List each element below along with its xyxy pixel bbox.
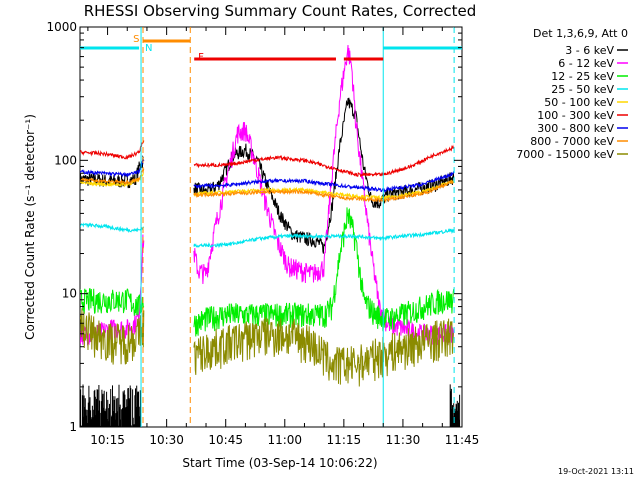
y-tick-label: 10 [62,287,77,301]
plot-frame [79,26,463,428]
y-tick-label: 1000 [46,20,77,34]
series-line [80,308,454,387]
y-tick-label: 100 [54,153,77,167]
series-line [80,207,455,337]
x-tick-label: 11:00 [267,433,302,447]
legend-label: 100 - 300 keV [537,109,614,122]
legend-label: 25 - 50 keV [551,83,614,96]
x-tick-label: 11:15 [327,433,362,447]
x-tick-label: 10:15 [90,433,125,447]
legend-label: 3 - 6 keV [565,44,614,57]
x-axis: 10:15 10:30 10:45 11:00 11:15 11:30 11:45 [87,27,480,447]
series-line [80,140,455,178]
plot-area: SN F [79,26,463,428]
flare-flag-label: F [198,52,204,63]
legend-label: 800 - 7000 keV [530,135,614,148]
timestamp: 19-Oct-2021 13:11 [558,467,634,476]
series-line [80,159,455,194]
y-axis-label: Corrected Count Rate (s⁻¹ detector⁻¹) [23,114,37,340]
x-tick-label: 11:45 [445,433,480,447]
legend-label: 12 - 25 keV [551,70,614,83]
legend-header: Det 1,3,6,9, Att 0 [533,27,628,40]
series-group [80,44,461,427]
y-axis: 1 10 100 1000 [46,20,462,434]
x-axis-label: Start Time (03-Sep-14 10:06:22) [182,456,377,470]
y-tick-label: 1 [69,420,77,434]
x-tick-label: 10:45 [208,433,243,447]
legend-label: 300 - 800 keV [537,122,614,135]
series-line [80,168,455,204]
series-line [80,222,455,249]
legend-label: 50 - 100 keV [544,96,614,109]
legend-label: 6 - 12 keV [558,57,614,70]
x-tick-label: 10:30 [149,433,184,447]
saa-flag-label: S [133,34,139,45]
night-flag-label: N [145,43,152,54]
x-tick-label: 11:30 [386,433,421,447]
legend-label: 7000 - 15000 keV [516,148,614,161]
chart-title: RHESSI Observing Summary Count Rates, Co… [84,2,477,20]
